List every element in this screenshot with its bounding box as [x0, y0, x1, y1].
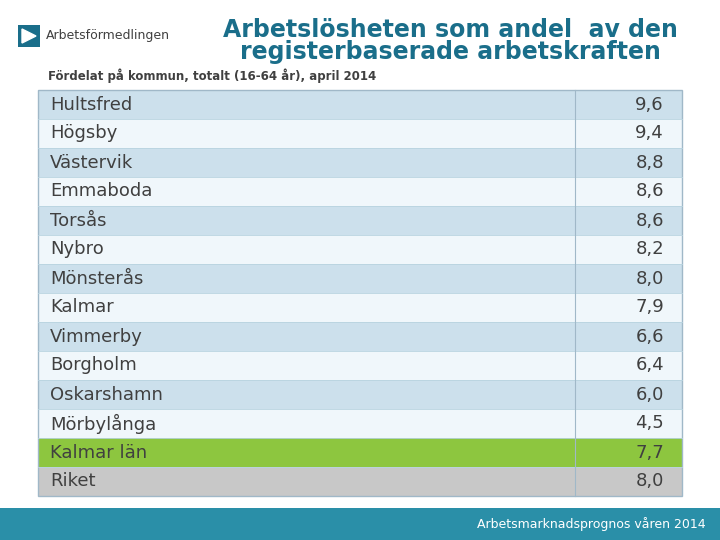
Bar: [38, 351, 682, 380]
Bar: [38, 438, 682, 467]
Text: Mönsterås: Mönsterås: [50, 269, 143, 287]
Bar: [38, 264, 682, 293]
Text: Vimmerby: Vimmerby: [50, 327, 143, 346]
Polygon shape: [22, 29, 36, 43]
Bar: [38, 467, 682, 496]
Text: Nybro: Nybro: [50, 240, 104, 259]
Text: Arbetsförmedlingen: Arbetsförmedlingen: [46, 30, 170, 43]
Bar: [38, 148, 682, 177]
Bar: [0, 508, 720, 540]
Text: Arbetslösheten som andel  av den: Arbetslösheten som andel av den: [222, 18, 678, 42]
Text: 9,6: 9,6: [635, 96, 664, 113]
Text: 7,7: 7,7: [635, 443, 664, 462]
Text: Torsås: Torsås: [50, 212, 107, 230]
Text: 9,4: 9,4: [635, 125, 664, 143]
Text: 8,6: 8,6: [636, 183, 664, 200]
Bar: [38, 206, 682, 235]
Text: 8,2: 8,2: [635, 240, 664, 259]
Text: Kalmar: Kalmar: [50, 299, 114, 316]
Text: Kalmar län: Kalmar län: [50, 443, 147, 462]
Text: Borgholm: Borgholm: [50, 356, 137, 375]
Bar: [38, 235, 682, 264]
FancyBboxPatch shape: [18, 25, 40, 47]
Text: Emmaboda: Emmaboda: [50, 183, 153, 200]
Text: Mörbylånga: Mörbylånga: [50, 414, 156, 434]
Bar: [38, 177, 682, 206]
Bar: [38, 90, 682, 496]
Bar: [38, 380, 682, 409]
Text: 6,4: 6,4: [635, 356, 664, 375]
Text: Fördelat på kommun, totalt (16-64 år), april 2014: Fördelat på kommun, totalt (16-64 år), a…: [48, 69, 377, 83]
Bar: [38, 90, 682, 119]
Text: Högsby: Högsby: [50, 125, 117, 143]
Bar: [38, 293, 682, 322]
Text: 6,6: 6,6: [636, 327, 664, 346]
Text: Oskarshamn: Oskarshamn: [50, 386, 163, 403]
Bar: [38, 119, 682, 148]
Text: Hultsfred: Hultsfred: [50, 96, 132, 113]
Bar: [38, 322, 682, 351]
Text: 6,0: 6,0: [636, 386, 664, 403]
Text: Västervik: Västervik: [50, 153, 133, 172]
Text: Riket: Riket: [50, 472, 96, 490]
Text: 8,6: 8,6: [636, 212, 664, 230]
Text: 8,8: 8,8: [636, 153, 664, 172]
Text: registerbaserade arbetskraften: registerbaserade arbetskraften: [240, 40, 660, 64]
Bar: [38, 409, 682, 438]
Text: 7,9: 7,9: [635, 299, 664, 316]
Text: 8,0: 8,0: [636, 472, 664, 490]
Text: 4,5: 4,5: [635, 415, 664, 433]
Text: Arbetsmarknadsprognos våren 2014: Arbetsmarknadsprognos våren 2014: [477, 517, 706, 531]
Text: 8,0: 8,0: [636, 269, 664, 287]
